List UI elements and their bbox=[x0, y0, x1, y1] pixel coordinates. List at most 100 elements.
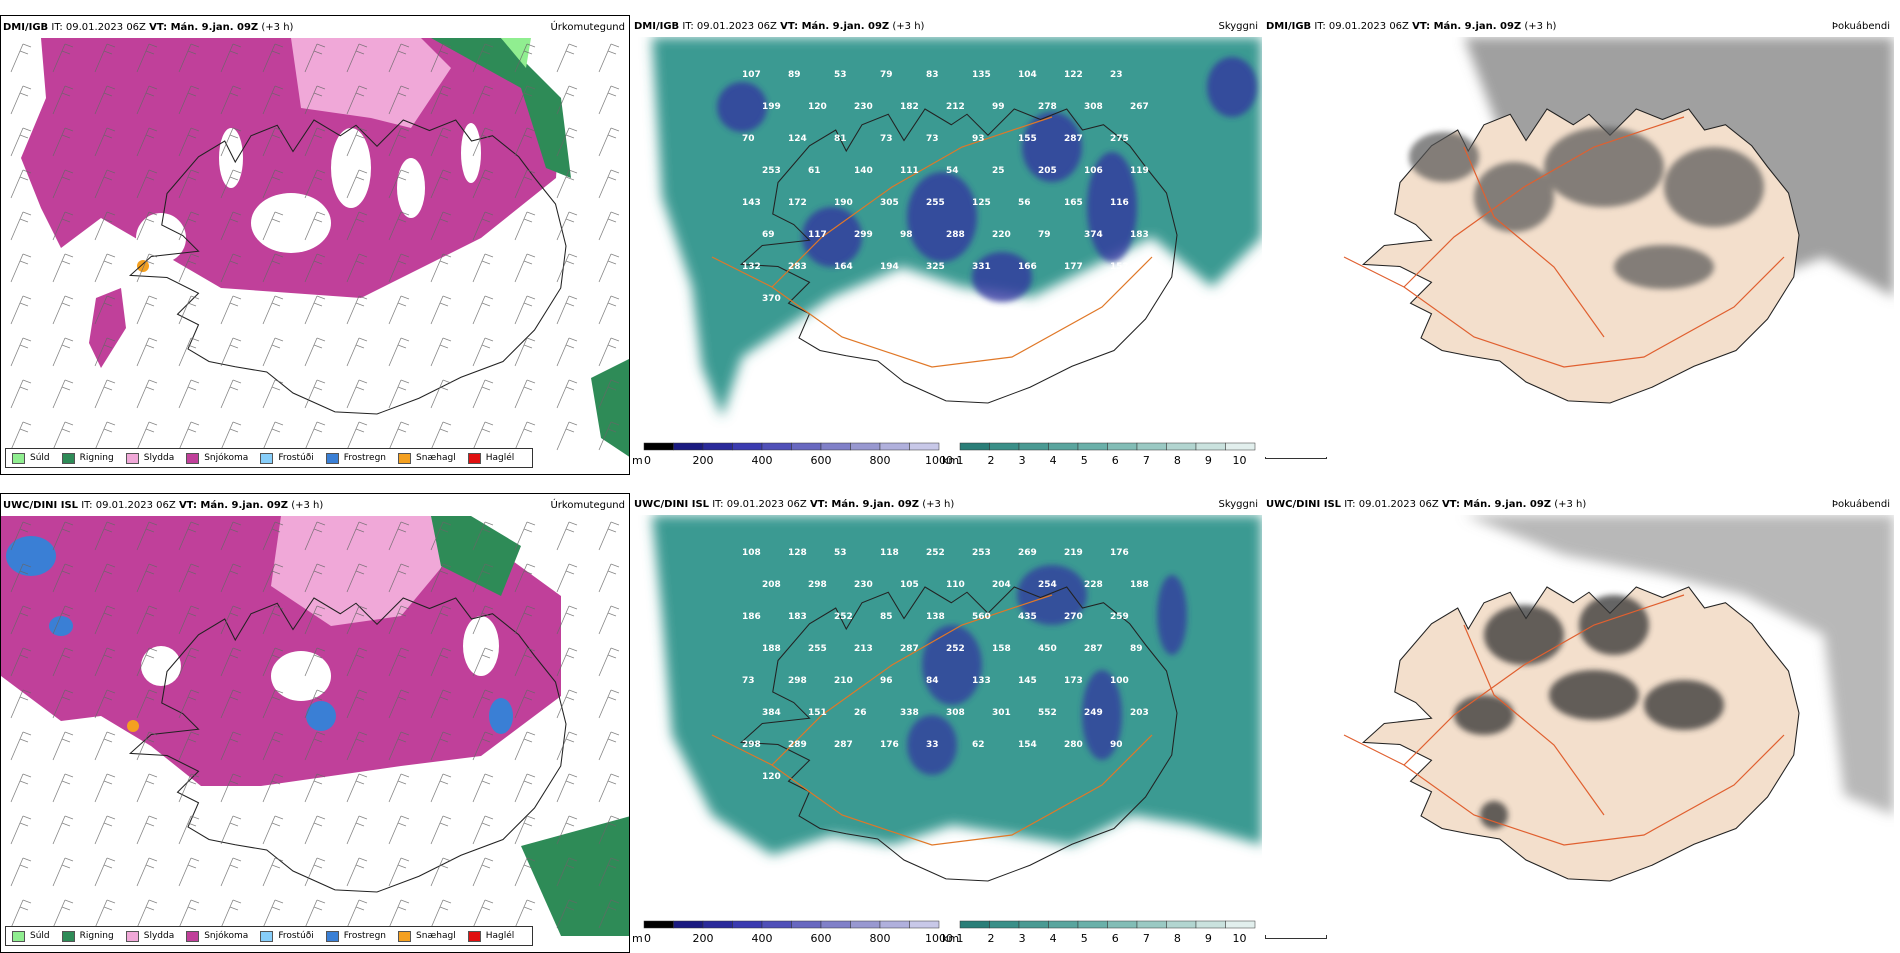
colorbar-tick: 2 bbox=[988, 932, 995, 945]
colorbar-tick: 800 bbox=[870, 454, 891, 467]
visibility-value: 81 bbox=[834, 134, 847, 144]
fog-field bbox=[1464, 515, 1894, 815]
visibility-value: 210 bbox=[834, 676, 853, 686]
colorbar-segment bbox=[1018, 920, 1049, 929]
legend-swatch bbox=[186, 930, 200, 942]
legend-item-5: Frostregn bbox=[325, 452, 386, 464]
visibility-value: 194 bbox=[880, 262, 899, 272]
colorbar-segment bbox=[732, 442, 763, 451]
colorbar-tick: 7 bbox=[1143, 454, 1150, 467]
colorbar-tick: 6 bbox=[1112, 932, 1119, 945]
visibility-value: 190 bbox=[834, 198, 853, 208]
panel-dmi-precip-type: DMI/IGB IT: 09.01.2023 06Z VT: Mán. 9.ja… bbox=[0, 15, 630, 475]
visibility-value: 143 bbox=[742, 198, 761, 208]
visibility-value: 56 bbox=[1018, 198, 1031, 208]
visibility-value: 252 bbox=[926, 548, 945, 558]
colorbar-segment bbox=[1048, 442, 1079, 451]
colorbar-tick: 8 bbox=[1174, 454, 1181, 467]
colorbar-segment bbox=[761, 920, 792, 929]
colorbar-tick: 5 bbox=[1081, 932, 1088, 945]
visibility-value: 158 bbox=[992, 644, 1011, 654]
legend-item-7: Haglél bbox=[467, 930, 515, 942]
visibility-value: 308 bbox=[1084, 102, 1103, 112]
visibility-value: 188 bbox=[1130, 580, 1149, 590]
visibility-value: 25 bbox=[992, 166, 1005, 176]
visibility-value-labels: 107 89 53 79 83 135 104 122 23 199 120 230 182 212 99 2… bbox=[742, 70, 1149, 304]
roads bbox=[1343, 594, 1785, 846]
legend-item-7: Haglél bbox=[467, 452, 514, 464]
visibility-value: 228 bbox=[1084, 580, 1103, 590]
colorbar-tick: 400 bbox=[752, 932, 773, 945]
visibility-value: 208 bbox=[762, 580, 781, 590]
fog-cells bbox=[1454, 595, 1724, 829]
legend-swatch bbox=[186, 452, 200, 464]
panel-dmi-visibility: DMI/IGB IT: 09.01.2023 06Z VT: Mán. 9.ja… bbox=[632, 15, 1262, 475]
colorbar-tick: 600 bbox=[811, 454, 832, 467]
legend-swatch bbox=[125, 930, 139, 942]
colorbar-tick: 9 bbox=[1205, 932, 1212, 945]
colorbar-segment bbox=[989, 442, 1020, 451]
visibility-value: 110 bbox=[946, 580, 965, 590]
legend-label: Súld bbox=[30, 453, 50, 463]
colorbar-tick: 4 bbox=[1050, 454, 1057, 467]
fog-cells bbox=[1409, 127, 1764, 289]
colorbar-segment bbox=[702, 920, 733, 929]
visibility-value: 325 bbox=[926, 262, 945, 272]
visibility-value: 188 bbox=[762, 644, 781, 654]
colorbar-tick: 0 bbox=[644, 932, 651, 945]
visibility-value: 100 bbox=[1110, 676, 1129, 686]
visibility-value: 213 bbox=[854, 644, 873, 654]
colorbar-segment bbox=[761, 442, 792, 451]
visibility-value: 116 bbox=[1110, 198, 1129, 208]
colorbar-tick: 0 bbox=[644, 454, 651, 467]
visibility-value: 230 bbox=[854, 580, 873, 590]
panel-header: UWC/DINI ISL IT: 09.01.2023 06Z VT: Mán.… bbox=[3, 500, 324, 511]
visibility-value: 61 bbox=[808, 166, 821, 176]
visibility-value: 120 bbox=[808, 102, 827, 112]
colorbar-segment bbox=[850, 920, 881, 929]
visibility-value: 278 bbox=[1038, 102, 1057, 112]
panel-header: DMI/IGB IT: 09.01.2023 06Z VT: Mán. 9.ja… bbox=[3, 22, 294, 33]
legend-item-5: Frostregn bbox=[325, 930, 386, 942]
visibility-value: 83 bbox=[926, 70, 939, 80]
colorbar-segment bbox=[909, 920, 940, 929]
legend-label: Haglél bbox=[485, 931, 515, 941]
visibility-value: 96 bbox=[880, 676, 893, 686]
colorbar-tick: 10 bbox=[1232, 932, 1246, 945]
legend-item-3: Snjókoma bbox=[186, 452, 248, 464]
colorbar-segment bbox=[1048, 920, 1079, 929]
panel-header: UWC/DINI ISL IT: 09.01.2023 06Z VT: Mán.… bbox=[634, 499, 955, 510]
visibility-value: 106 bbox=[1084, 166, 1103, 176]
visibility-value: 138 bbox=[926, 612, 945, 622]
colorbar-segment bbox=[1107, 442, 1138, 451]
visibility-value: 124 bbox=[788, 134, 807, 144]
legend-item-4: Frostúði bbox=[260, 930, 314, 942]
colorbar-unit: m bbox=[632, 932, 643, 945]
colorbar-tick: 1 bbox=[957, 932, 964, 945]
visibility-value: 73 bbox=[880, 134, 893, 144]
visibility-value: 119 bbox=[1130, 166, 1149, 176]
colorbar-tick: 200 bbox=[693, 932, 714, 945]
visibility-value: 255 bbox=[926, 198, 945, 208]
colorbar-segment bbox=[1166, 442, 1197, 451]
panel-uwc-visibility: UWC/DINI ISL IT: 09.01.2023 06Z VT: Mán.… bbox=[632, 493, 1262, 953]
visibility-value: 289 bbox=[788, 740, 807, 750]
fog-index-map bbox=[1264, 37, 1894, 457]
visibility-value: 104 bbox=[1018, 70, 1037, 80]
colorbar-tick: 3 bbox=[1019, 454, 1026, 467]
visibility-value: 270 bbox=[1064, 612, 1083, 622]
visibility-value: 176 bbox=[1110, 548, 1129, 558]
colorbar-segment bbox=[791, 920, 822, 929]
colorbar-tick: 600 bbox=[811, 932, 832, 945]
visibility-value: 199 bbox=[762, 102, 781, 112]
legend-label: Rigning bbox=[79, 931, 114, 941]
visibility-value: 165 bbox=[1064, 198, 1083, 208]
legend-item-2: Slydda bbox=[125, 452, 174, 464]
visibility-value: 308 bbox=[946, 708, 965, 718]
precip-type-map bbox=[1, 516, 629, 936]
visibility-value: 70 bbox=[742, 134, 755, 144]
legend-label: Snæhagl bbox=[416, 453, 456, 463]
legend-label: Slydda bbox=[143, 931, 175, 941]
visibility-value: 105 bbox=[900, 580, 919, 590]
visibility-value: 176 bbox=[880, 740, 899, 750]
